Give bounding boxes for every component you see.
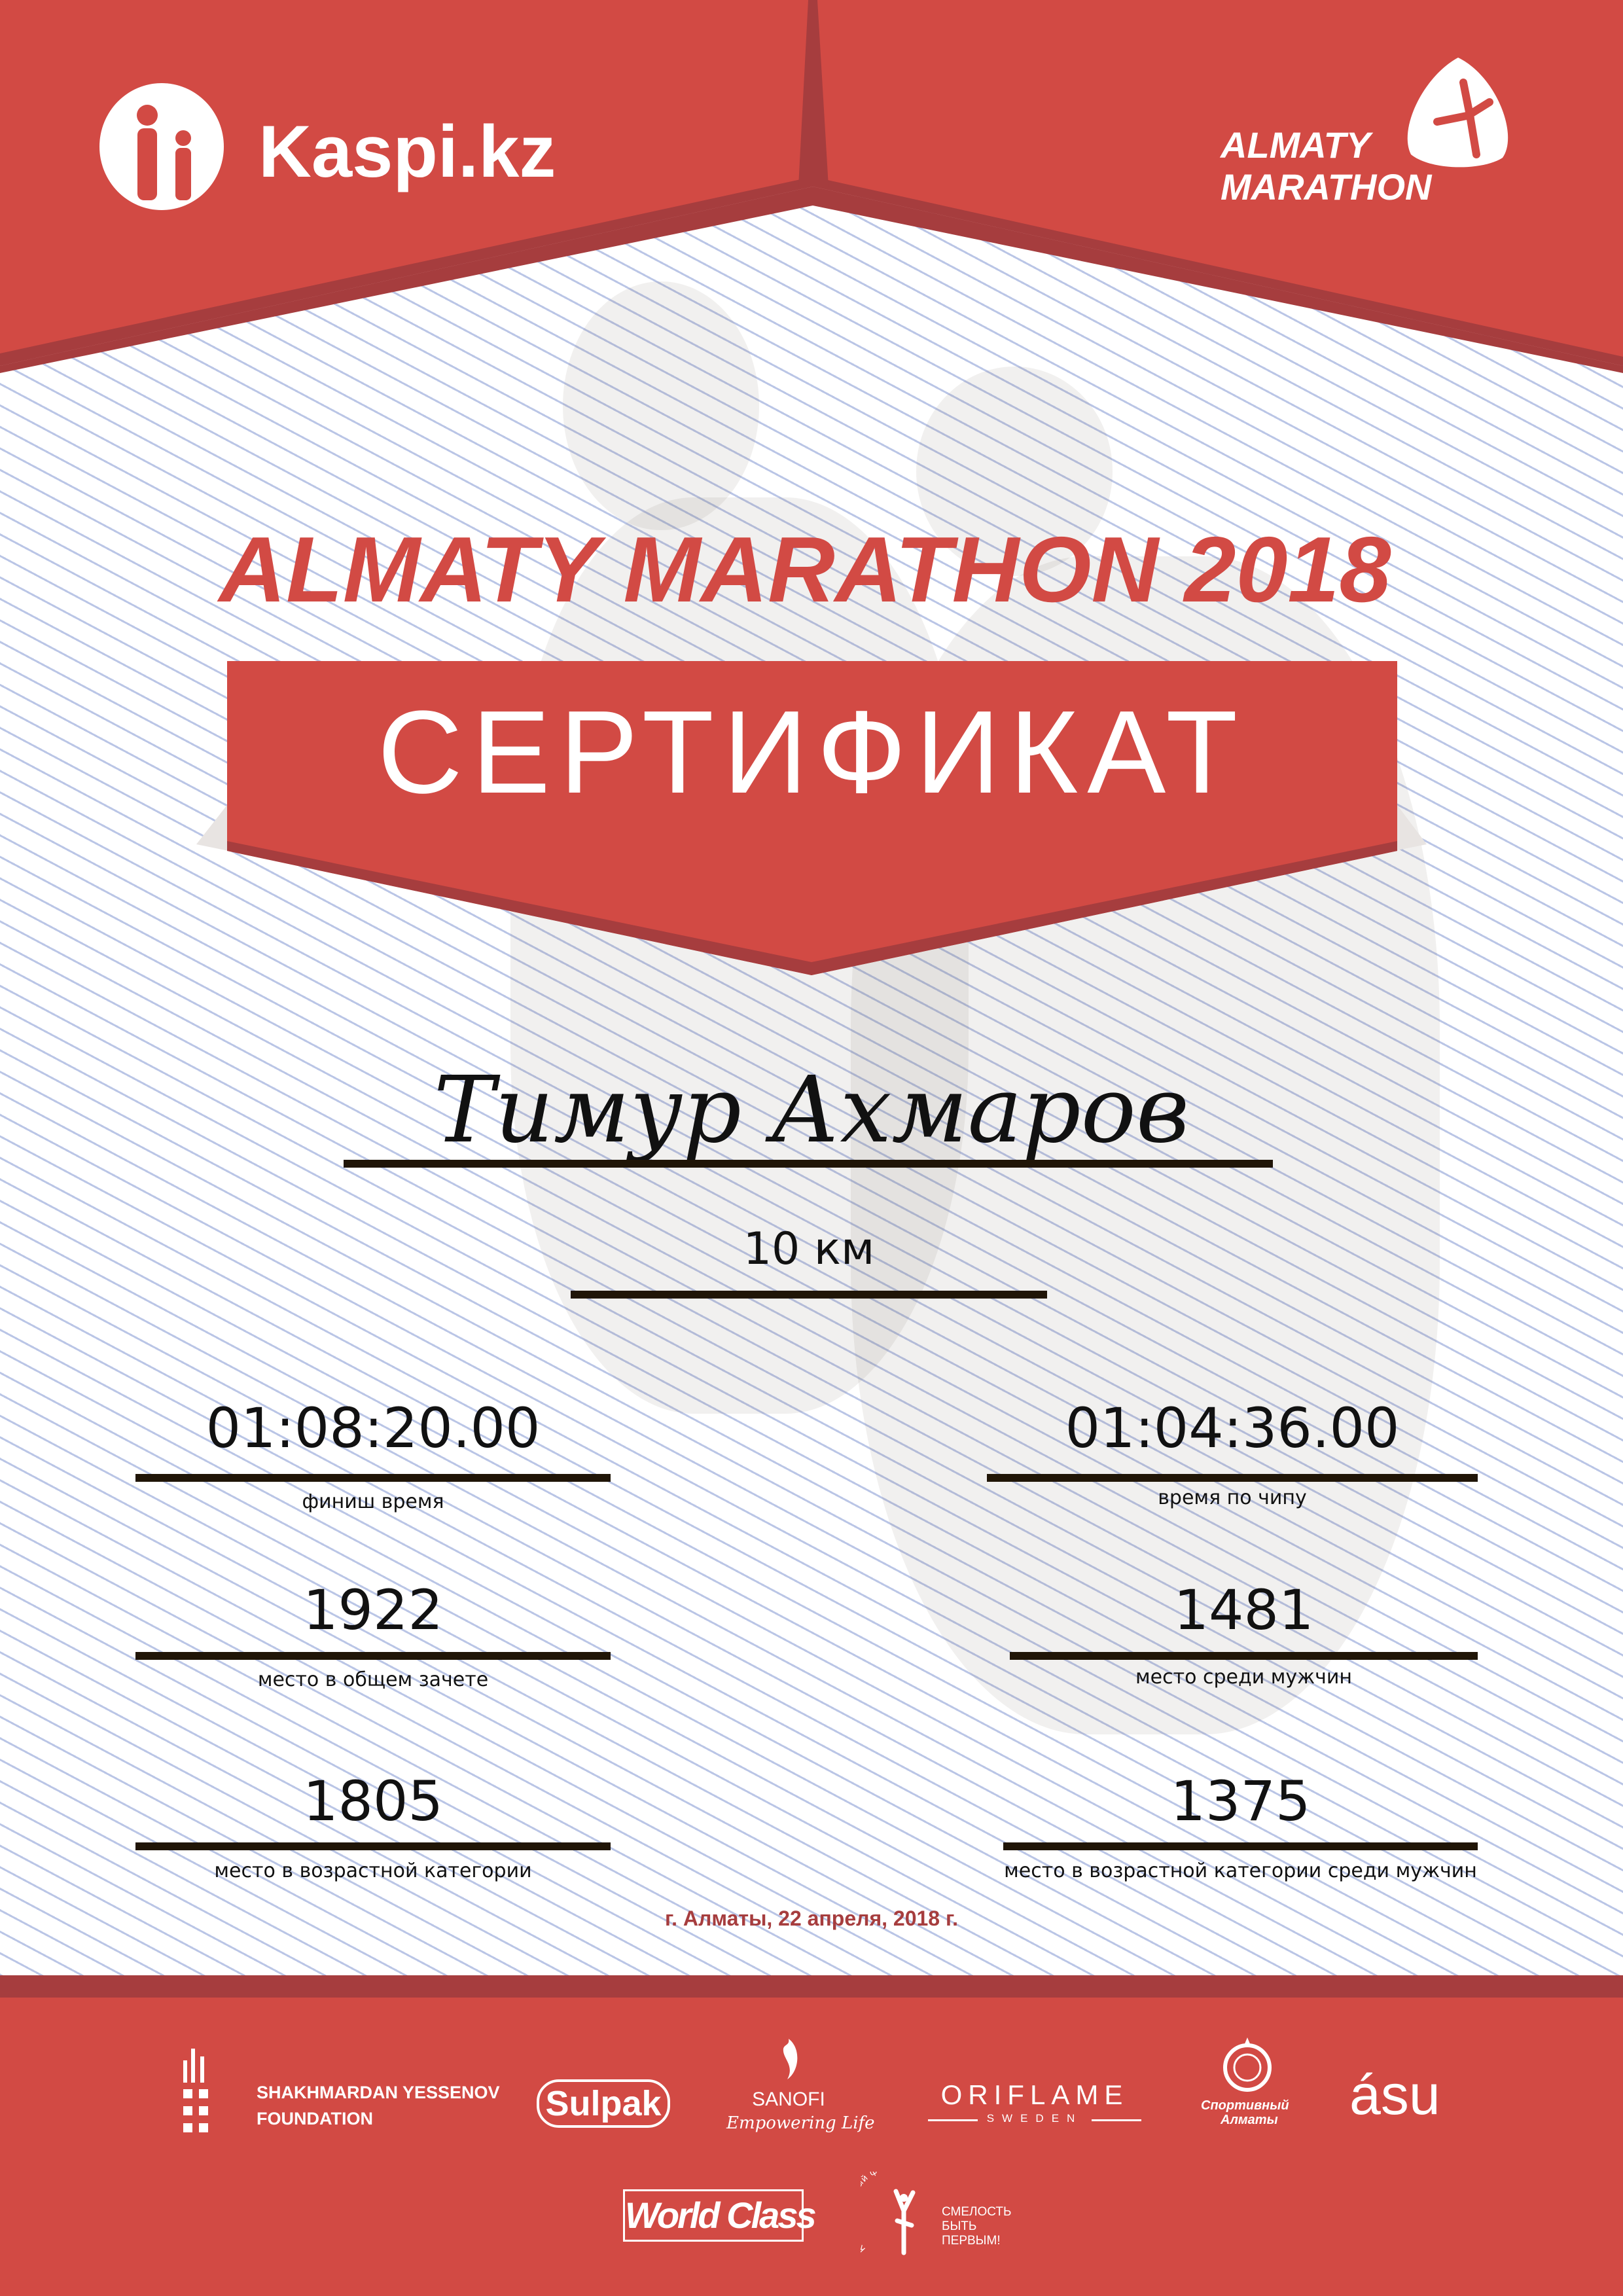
sanofi-name: SANOFI (752, 2089, 825, 2110)
chip-time-value: 01:04:36.00 (1065, 1396, 1400, 1460)
certificate-ribbon (196, 661, 1427, 975)
fund-figure-icon: Корпоративный фонд (861, 2172, 916, 2255)
sport-almaty-line2: Алматы (1221, 2113, 1278, 2127)
age-men-place-value: 1375 (1170, 1769, 1311, 1833)
footer-dark-stripe (0, 1975, 1623, 1998)
overall-place-label: место в общем зачете (257, 1668, 489, 1691)
header-banner (0, 0, 1623, 373)
worldclass-logo: World Class (623, 2189, 817, 2242)
sport-almaty-logo: Спортивный Алматы (1201, 2037, 1296, 2129)
runner-icon (1407, 58, 1508, 168)
men-place-line (1010, 1652, 1478, 1660)
fund-line3: ПЕРВЫМ! (942, 2234, 1001, 2248)
oriflame-rule-right (1092, 2119, 1141, 2121)
finish-time-line (135, 1474, 611, 1482)
certificate-heading: СЕРТИФИКАТ (377, 687, 1247, 818)
age-place-label: место в возрастной категории (214, 1859, 532, 1882)
sanofi-tagline: Empowering Life (726, 2113, 875, 2133)
sulpak-logo: Sulpak (537, 2079, 670, 2128)
fund-line2: БЫТЬ (942, 2219, 977, 2233)
age-place-value: 1805 (303, 1769, 443, 1833)
men-place-label: место среди мужчин (1135, 1666, 1352, 1689)
participant-name: Тимур Ахмаров (433, 1057, 1190, 1164)
chip-time-line (987, 1474, 1478, 1482)
fund-arc-text-wrap: Корпоративный фонд (861, 2172, 897, 2254)
oriflame-sub: SWEDEN (986, 2112, 1083, 2125)
distance-underline (571, 1291, 1047, 1299)
footer-band (0, 1975, 1623, 2296)
age-place-line (135, 1842, 611, 1850)
shakhmardan-line2: FOUNDATION (257, 2109, 373, 2128)
men-place-value: 1481 (1173, 1578, 1314, 1642)
runner-photo-woman (916, 367, 1113, 576)
chip-time-label: время по чипу (1158, 1486, 1307, 1509)
sport-almaty-line1: Спортивный (1201, 2098, 1289, 2113)
fund-arc-text: Корпоративный фонд (861, 2172, 896, 2254)
oriflame-rule-left (928, 2119, 978, 2121)
name-underline (344, 1160, 1273, 1168)
event-title: ALMATY MARATHON 2018 (219, 518, 1391, 622)
fund-line1: СМЕЛОСТЬ (942, 2205, 1012, 2219)
sanofi-logo: SANOFI Empowering Life (726, 2039, 875, 2137)
distance: 10 км (743, 1223, 875, 1275)
finish-time-label: финиш время (302, 1490, 444, 1513)
asu-logo: ásu (1349, 2064, 1440, 2126)
kaspi-people-icon (99, 83, 224, 210)
overall-place-value: 1922 (303, 1578, 443, 1642)
shakhmardan-logo: SHAKHMARDAN YESSENOV FOUNDATION (183, 2049, 500, 2134)
runner-photo-man (563, 281, 759, 530)
oriflame-name: ORIFLAME (940, 2079, 1129, 2110)
logo-line-almaty: ALMATY (1221, 124, 1371, 166)
date-place: г. Алматы, 22 апреля, 2018 г. (665, 1907, 958, 1930)
sport-almaty-emblem-icon (1223, 2037, 1272, 2092)
fund-logo: Корпоративный фонд СМЕЛОСТЬ БЫТЬ ПЕРВЫМ! (861, 2172, 1018, 2257)
overall-place-line (135, 1652, 611, 1660)
kaspi-logo: Kaspi.kz (98, 82, 556, 213)
shakhmardan-line1: SHAKHMARDAN YESSENOV (257, 2083, 500, 2102)
logo-line-marathon: MARATHON (1221, 166, 1432, 207)
sanofi-bird-icon (783, 2039, 798, 2079)
oriflame-logo: ORIFLAME SWEDEN (927, 2081, 1143, 2127)
finish-time-value: 01:08:20.00 (205, 1396, 541, 1460)
kaspi-logo-text: Kaspi.kz (259, 111, 556, 192)
foundation-bars-icon (183, 2049, 208, 2132)
age-men-place-line (1003, 1842, 1478, 1850)
almaty-marathon-logo: ALMATY MARATHON (1217, 56, 1525, 213)
age-men-place-label: место в возрастной категории среди мужчи… (1004, 1859, 1477, 1882)
